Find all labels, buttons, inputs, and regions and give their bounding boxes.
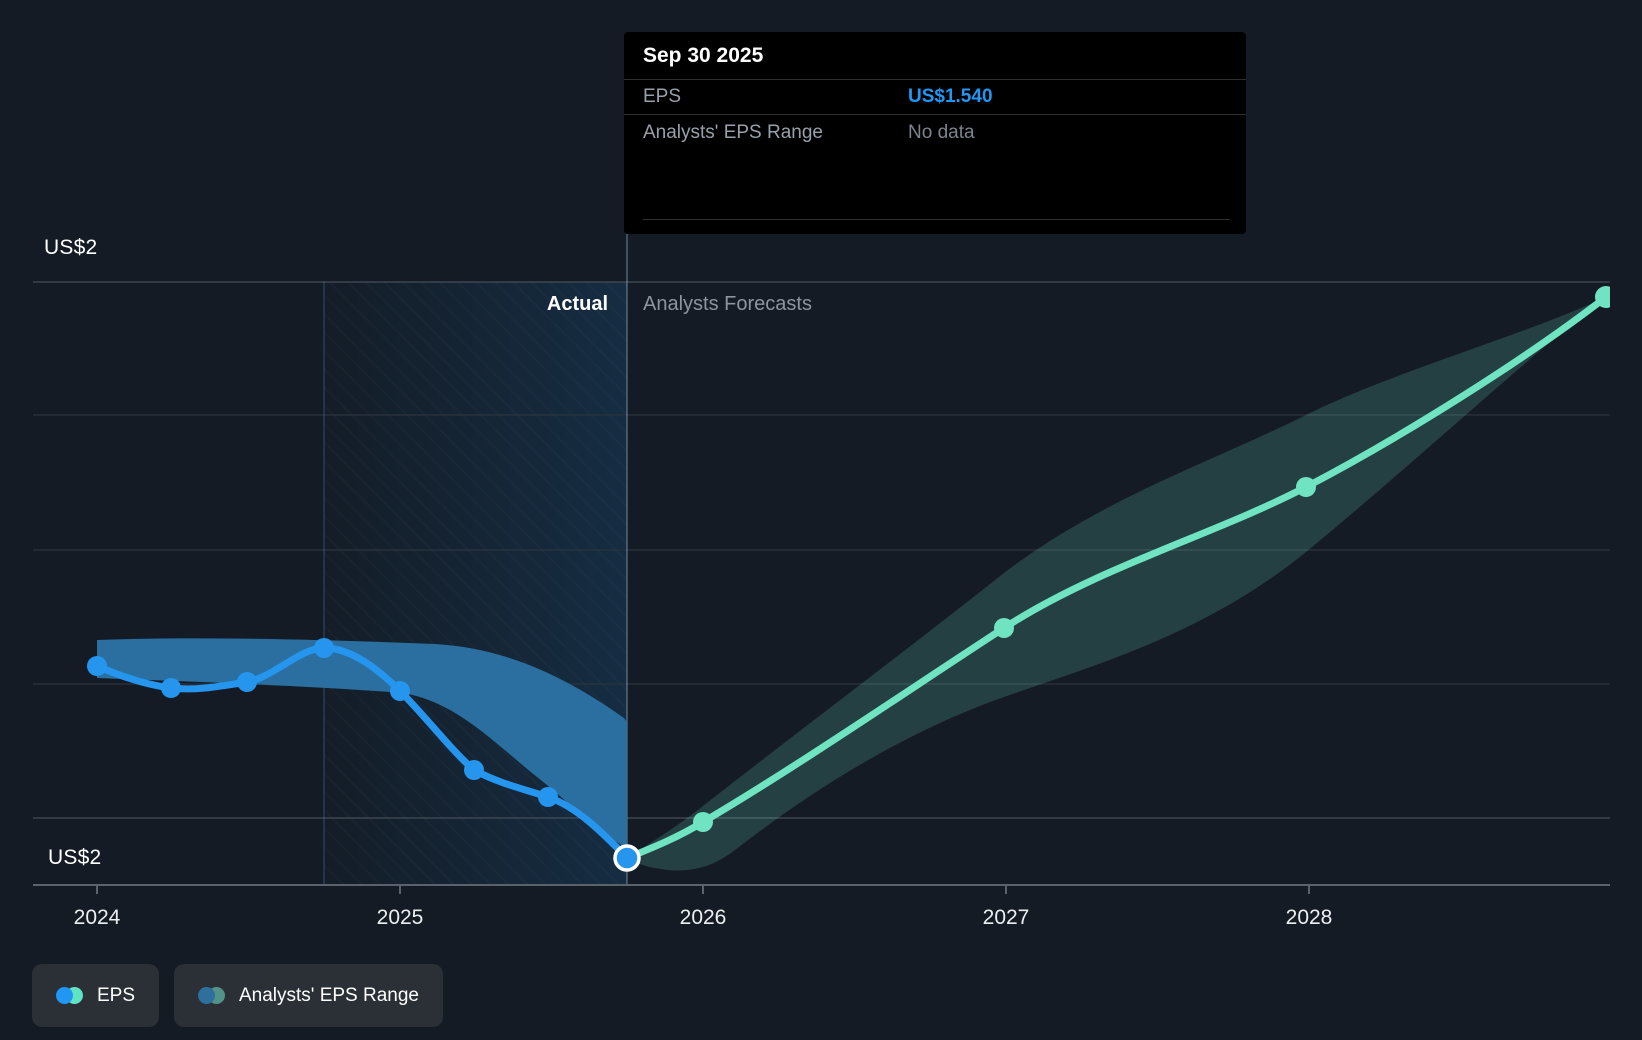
eps-forecast-point[interactable] [693,812,713,832]
eps-current-point[interactable] [613,844,641,872]
tooltip-date-title: Sep 30 2025 [624,32,1246,80]
eps-point[interactable] [314,638,334,658]
series-group [87,286,1617,872]
x-axis-label-2025: 2025 [376,906,424,929]
legend-range-dots-icon [198,987,225,1004]
eps-point[interactable] [87,656,107,676]
eps-point[interactable] [464,760,484,780]
eps-point[interactable] [161,678,181,698]
forecast-region-label: Analysts Forecasts [643,293,812,315]
tooltip-eps-label: EPS [643,86,682,107]
legend-eps-label: EPS [97,984,136,1006]
eps-point[interactable] [237,672,257,692]
eps-point[interactable] [538,787,558,807]
hover-tooltip: Sep 30 2025 EPS US$1.540 Analysts' EPS R… [624,32,1246,234]
eps-blue-dot-icon [56,987,73,1004]
x-axis-label-2028: 2028 [1285,906,1333,929]
tooltip-row-range: Analysts' EPS Range No data [624,115,1246,150]
actual-region-label: Actual [546,293,608,315]
legend-eps-dots-icon [56,987,83,1004]
band-fade-overlay [97,638,627,848]
eps-point[interactable] [390,681,410,701]
x-axis-label-2026: 2026 [679,906,727,929]
y-axis-label-top: US$2 [44,236,98,259]
tooltip-bottom-divider [643,219,1230,220]
x-axis-label-2027: 2027 [982,906,1030,929]
legend-range-label: Analysts' EPS Range [239,984,419,1006]
tooltip-row-eps: EPS US$1.540 [624,80,1246,115]
range-blue-dot-icon [198,987,215,1004]
past-eps-range-band [97,638,627,848]
y-axis-label-bottom: US$2 [48,846,102,869]
legend-item-eps[interactable]: EPS [32,964,160,1027]
tooltip-eps-value: US$1.540 [908,86,993,107]
legend-item-analysts-eps-range[interactable]: Analysts' EPS Range [174,964,443,1027]
eps-forecast-point[interactable] [994,618,1014,638]
eps-forecast-point[interactable] [1595,286,1617,308]
analysts-eps-range-band [627,297,1606,871]
tooltip-range-label: Analysts' EPS Range [643,121,823,143]
x-axis-label-2024: 2024 [73,906,121,929]
tooltip-range-value: No data [908,121,975,143]
eps-forecast-point[interactable] [1296,477,1316,497]
